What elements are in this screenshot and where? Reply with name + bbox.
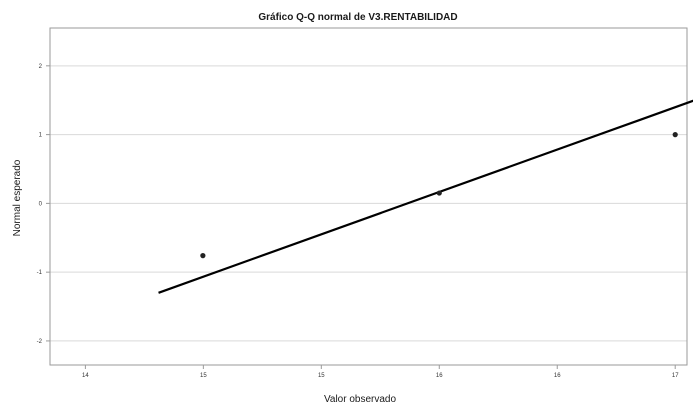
x-tick-label: 15	[200, 373, 207, 379]
y-tick-label: -2	[37, 339, 43, 345]
data-point	[200, 253, 206, 259]
y-tick-label: 2	[39, 64, 43, 70]
y-tick-label: 0	[39, 201, 43, 207]
x-tick-label: 17	[672, 373, 679, 379]
plot-frame	[49, 27, 688, 366]
x-axis-label: Valor observado	[324, 394, 397, 404]
chart-title: Gráfico Q-Q normal de V3.RENTABILIDAD	[258, 12, 457, 23]
x-tick-label: 15	[318, 373, 325, 379]
data-points	[200, 132, 678, 259]
x-tick-label: 16	[554, 373, 561, 379]
y-tick-label: 1	[39, 133, 43, 139]
data-point	[672, 132, 678, 138]
data-point	[436, 190, 442, 196]
x-tick-label: 16	[436, 373, 443, 379]
x-tick-label: 14	[82, 373, 89, 379]
y-axis-label: Normal esperado	[12, 159, 23, 236]
y-tick-label: -1	[37, 270, 43, 276]
grid-lines	[50, 65, 687, 342]
axis-ticks: -2 -1 0 1 2 14 15 15 16 16 17	[37, 64, 680, 379]
reference-line	[158, 99, 693, 294]
reference-line-group	[158, 99, 693, 294]
